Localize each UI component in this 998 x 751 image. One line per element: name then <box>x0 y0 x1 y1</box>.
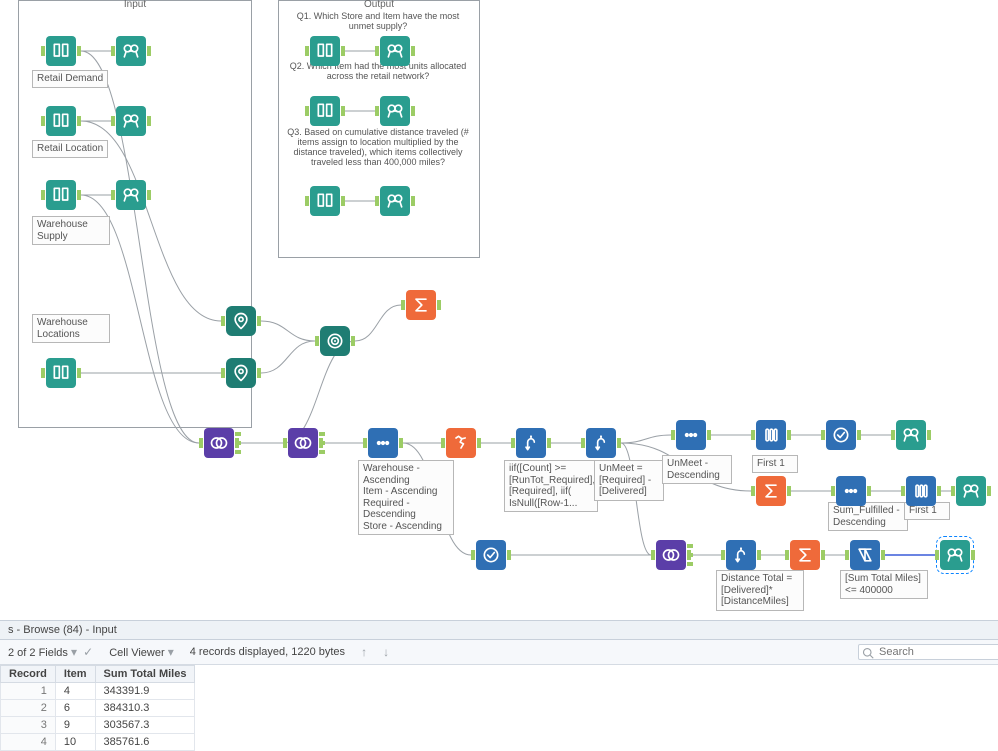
table-cell: 4 <box>1 734 56 751</box>
results-panel-header: s - Browse (84) - Input <box>0 620 998 640</box>
table-cell: 10 <box>55 734 95 751</box>
table-cell: 343391.9 <box>95 683 195 700</box>
tool-join3[interactable] <box>656 540 686 570</box>
connector <box>355 305 401 341</box>
table-cell: 385761.6 <box>95 734 195 751</box>
col-header[interactable]: Record <box>1 666 56 683</box>
connector <box>261 341 315 373</box>
tool-out_brw1[interactable] <box>380 36 410 66</box>
record-info: 4 records displayed, 1220 bytes <box>190 646 345 658</box>
annotation-unmeetExpr: UnMeet = [Required] - [Delivered] <box>594 460 664 501</box>
arrow-down-icon[interactable]: ↓ <box>383 645 389 659</box>
search-wrap <box>858 644 998 660</box>
tool-sort2[interactable] <box>676 420 706 450</box>
chevron-down-icon[interactable]: ▾ <box>168 645 174 659</box>
table-cell: 2 <box>1 700 56 717</box>
tool-in_book1[interactable] <box>46 36 76 66</box>
annotation-iifExpr: iif([Count] >= [RunTot_Required], [Requi… <box>504 460 598 512</box>
tool-formula3[interactable] <box>726 540 756 570</box>
table-row[interactable]: 39303567.3 <box>1 717 195 734</box>
tool-out_book2[interactable] <box>310 96 340 126</box>
tool-formula2[interactable] <box>586 428 616 458</box>
search-icon <box>862 647 874 659</box>
results-table: RecordItemSum Total Miles 14343391.92638… <box>0 665 195 751</box>
tool-in_book4[interactable] <box>46 358 76 388</box>
output-container-title: Output <box>279 0 479 10</box>
tool-spat1[interactable] <box>226 306 256 336</box>
table-cell: 384310.3 <box>95 700 195 717</box>
tool-out_brw3[interactable] <box>380 186 410 216</box>
tool-out_book1[interactable] <box>310 36 340 66</box>
tool-select2[interactable] <box>476 540 506 570</box>
table-row[interactable]: 410385761.6 <box>1 734 195 751</box>
input-container-title: Input <box>19 0 251 10</box>
tool-in_brw1[interactable] <box>116 36 146 66</box>
tool-in_brw3[interactable] <box>116 180 146 210</box>
search-input[interactable] <box>858 644 998 660</box>
tool-summ3[interactable] <box>790 540 820 570</box>
tool-filter[interactable] <box>850 540 880 570</box>
table-cell: 303567.3 <box>95 717 195 734</box>
tool-browseR1[interactable] <box>896 420 926 450</box>
annotation-retailLocation: Retail Location <box>32 140 108 158</box>
results-toolbar: 2 of 2 Fields ▾ ✓ Cell Viewer ▾ 4 record… <box>0 640 998 665</box>
tool-browseR2[interactable] <box>956 476 986 506</box>
table-row[interactable]: 14343391.9 <box>1 683 195 700</box>
tool-summ_top[interactable] <box>406 290 436 320</box>
annotation-filterExpr: [Sum Total Miles] <= 400000 <box>840 570 928 599</box>
tool-multirow[interactable] <box>446 428 476 458</box>
tool-spat2[interactable] <box>226 358 256 388</box>
tool-in_brw2[interactable] <box>116 106 146 136</box>
table-cell: 1 <box>1 683 56 700</box>
tool-spatMatch[interactable] <box>320 326 350 356</box>
annotation-warehouseSupply: Warehouse Supply <box>32 216 110 245</box>
workflow-canvas[interactable]: Input Output Q1. Which Store and Item have… <box>0 0 998 620</box>
connector <box>621 435 671 443</box>
annotation-distTotal: Distance Total = [Delivered]* [DistanceM… <box>716 570 804 611</box>
tool-in_book3[interactable] <box>46 180 76 210</box>
table-cell: 3 <box>1 717 56 734</box>
fields-info[interactable]: 2 of 2 Fields ▾ ✓ <box>8 645 93 659</box>
annotation-first1a: First 1 <box>752 455 798 473</box>
annotation-sumFulfilled: Sum_Fulfilled - Descending <box>828 502 908 531</box>
tool-in_book2[interactable] <box>46 106 76 136</box>
annotation-retailDemand: Retail Demand <box>32 70 108 88</box>
table-cell: 9 <box>55 717 95 734</box>
tool-sample2[interactable] <box>906 476 936 506</box>
tool-browseR3[interactable] <box>940 540 970 570</box>
table-cell: 6 <box>55 700 95 717</box>
cell-viewer-label[interactable]: Cell Viewer ▾ <box>109 645 174 659</box>
tool-sort1[interactable] <box>368 428 398 458</box>
tool-out_book3[interactable] <box>310 186 340 216</box>
tool-formula1[interactable] <box>516 428 546 458</box>
output-question-q3: Q3. Based on cumulative distance travele… <box>284 128 472 168</box>
tool-sort3[interactable] <box>836 476 866 506</box>
tool-selectchk[interactable] <box>826 420 856 450</box>
table-cell: 4 <box>55 683 95 700</box>
tool-out_brw2[interactable] <box>380 96 410 126</box>
arrow-up-icon[interactable]: ↑ <box>361 645 367 659</box>
connector <box>261 321 315 341</box>
tool-join1[interactable] <box>204 428 234 458</box>
annotation-sortAnnot: Warehouse - Ascending Item - Ascending R… <box>358 460 454 535</box>
tool-summ2[interactable] <box>756 476 786 506</box>
results-title: s - Browse (84) - Input <box>8 624 117 636</box>
col-header[interactable]: Item <box>55 666 95 683</box>
annotation-unmeetDesc: UnMeet - Descending <box>662 455 732 484</box>
tool-sample1[interactable] <box>756 420 786 450</box>
output-question-q1: Q1. Which Store and Item have the most u… <box>284 12 472 32</box>
tool-join2[interactable] <box>288 428 318 458</box>
chevron-down-icon[interactable]: ▾ <box>71 645 77 659</box>
annotation-warehouseLoc: Warehouse Locations <box>32 314 110 343</box>
check-icon[interactable]: ✓ <box>83 645 93 659</box>
table-row[interactable]: 26384310.3 <box>1 700 195 717</box>
col-header[interactable]: Sum Total Miles <box>95 666 195 683</box>
